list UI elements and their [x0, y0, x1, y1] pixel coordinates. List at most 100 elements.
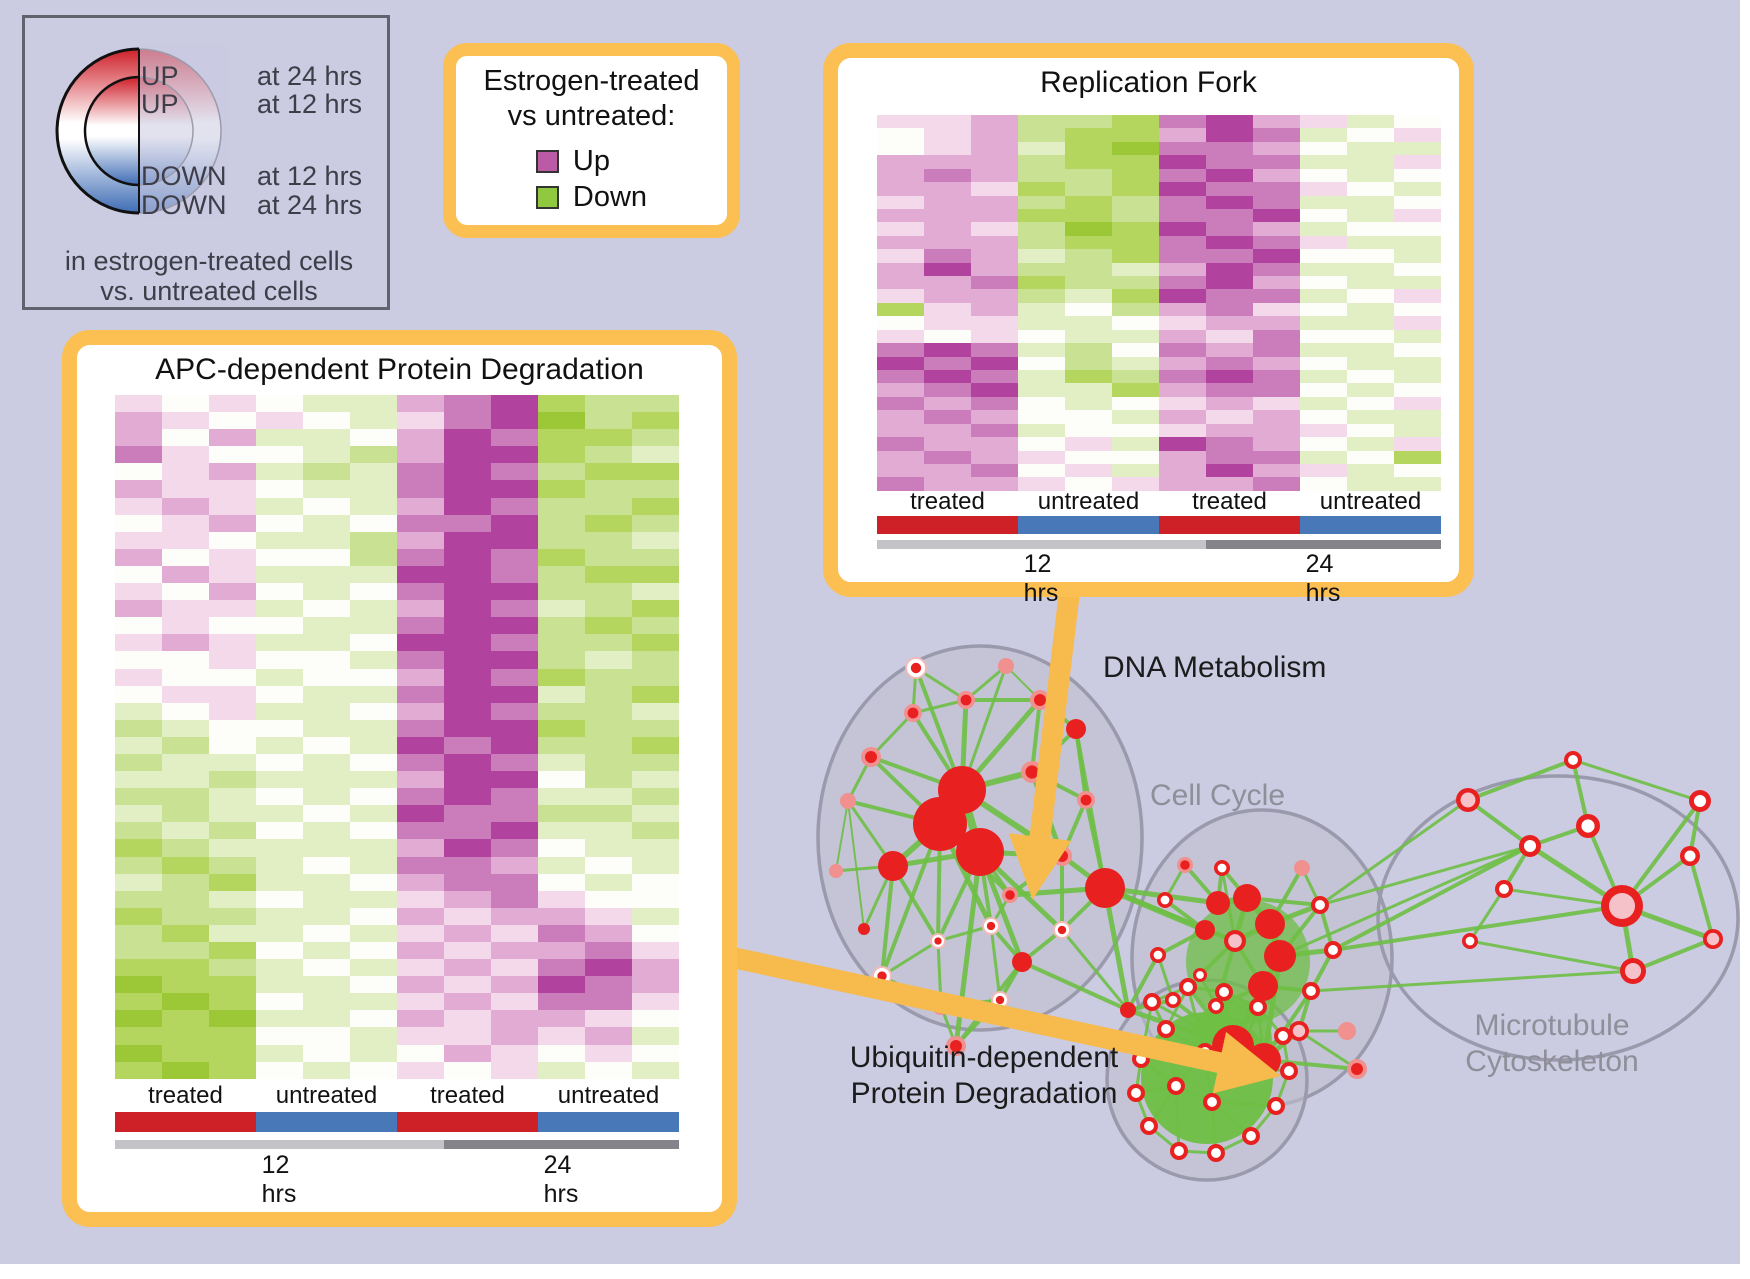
heatmap-cell — [538, 600, 585, 618]
heatmap-cell — [256, 463, 303, 481]
heatmap-row — [877, 302, 1441, 317]
heatmap-cell — [491, 839, 538, 857]
heatmap-cell — [585, 480, 632, 498]
heatmap-cell — [1065, 222, 1112, 236]
heatmap-cell — [115, 617, 162, 635]
heatmap-cell — [397, 822, 444, 840]
network-node-core — [877, 971, 887, 981]
heatmap-cell — [115, 873, 162, 891]
heatmap-cell — [632, 907, 679, 925]
network-node-solid — [1233, 884, 1261, 912]
heatmap-row — [115, 822, 679, 840]
heatmap-cell — [444, 565, 491, 584]
heatmap-cell — [1159, 329, 1206, 344]
heatmap-cell — [1018, 115, 1065, 129]
heatmap-row — [877, 383, 1441, 397]
heatmap-cell — [115, 600, 162, 618]
heatmap-cell — [1159, 208, 1206, 223]
heatmap-cell — [971, 222, 1018, 236]
heatmap-cell — [1112, 276, 1159, 290]
heatmap-cell — [350, 822, 397, 840]
heatmap-cell — [585, 463, 632, 481]
heatmap-cell — [350, 805, 397, 823]
updown-time-1: at 24 hrs — [257, 61, 362, 91]
heatmap-cell — [1394, 437, 1441, 451]
heatmap-cell — [162, 702, 209, 720]
heatmap-cell — [1206, 316, 1253, 330]
heatmap-cell — [491, 497, 538, 515]
heatmap-cell — [162, 993, 209, 1011]
heatmap-cell — [632, 531, 679, 549]
estrogen-legend-title-line1: Estrogen-treated — [483, 65, 700, 98]
replication-fork-panel: Replication Fork treated untreated treat… — [823, 43, 1474, 607]
heatmap-cell — [877, 235, 924, 250]
heatmap-cell — [1394, 410, 1441, 424]
heatmap-cell — [350, 788, 397, 806]
network-edge — [1467, 758, 1574, 802]
network-node-core — [1684, 850, 1696, 862]
heatmap-cell — [350, 771, 397, 789]
heatmap-cell — [1347, 208, 1394, 223]
heatmap-cell — [491, 600, 538, 618]
heatmap-cell — [350, 1010, 397, 1028]
heatmap-cell — [538, 668, 585, 686]
heatmap-cell — [162, 583, 209, 601]
heatmap-cell — [209, 788, 256, 806]
heatmap-cell — [115, 805, 162, 823]
cluster-label-0: DNA Metabolism — [1103, 650, 1403, 686]
heatmap-cell — [397, 497, 444, 515]
heatmap-cell — [209, 1027, 256, 1045]
rf-heatmap — [877, 115, 1441, 491]
heatmap-cell — [1018, 356, 1065, 371]
heatmap-cell — [1206, 343, 1253, 357]
heatmap-cell — [1065, 396, 1112, 411]
heatmap-cell — [877, 396, 924, 411]
heatmap-row — [115, 702, 679, 720]
heatmap-cell — [256, 976, 303, 994]
heatmap-cell — [444, 600, 491, 618]
heatmap-cell — [444, 976, 491, 994]
heatmap-row — [115, 1010, 679, 1028]
heatmap-cell — [491, 1010, 538, 1028]
heatmap-cell — [1300, 356, 1347, 371]
heatmap-cell — [444, 668, 491, 686]
heatmap-cell — [971, 168, 1018, 183]
heatmap-row — [115, 856, 679, 874]
heatmap-cell — [1347, 128, 1394, 142]
heatmap-cell — [1206, 302, 1253, 317]
heatmap-cell — [256, 429, 303, 447]
heatmap-cell — [491, 1044, 538, 1062]
heatmap-cell — [585, 1061, 632, 1079]
network-node-core — [1144, 1121, 1154, 1131]
network-edge — [1572, 758, 1701, 803]
cluster-label-line: Cell Cycle — [1150, 779, 1286, 812]
heatmap-cell — [971, 463, 1018, 478]
network-node-core — [1025, 765, 1039, 779]
heatmap-cell — [256, 1027, 303, 1045]
heatmap-cell — [444, 702, 491, 720]
heatmap-row — [877, 276, 1441, 290]
network-edge — [1632, 937, 1714, 973]
heatmap-cell — [303, 497, 350, 515]
heatmap-cell — [1112, 262, 1159, 277]
heatmap-cell — [1018, 316, 1065, 330]
heatmap-cell — [1112, 141, 1159, 156]
heatmap-cell — [491, 924, 538, 942]
heatmap-cell — [1159, 343, 1206, 357]
heatmap-row — [877, 463, 1441, 478]
heatmap-cell — [632, 668, 679, 686]
heatmap-cell — [162, 480, 209, 498]
network-node-core — [1306, 986, 1316, 996]
heatmap-cell — [209, 395, 256, 413]
heatmap-cell — [256, 771, 303, 789]
down-label: Down — [572, 180, 648, 213]
heatmap-cell — [1394, 423, 1441, 438]
network-edge — [1060, 929, 1130, 1011]
heatmap-cell — [632, 736, 679, 754]
heatmap-cell — [397, 753, 444, 772]
bar-12hrs — [115, 1140, 444, 1149]
heatmap-cell — [491, 514, 538, 532]
heatmap-row — [115, 993, 679, 1011]
heatmap-cell — [115, 993, 162, 1011]
